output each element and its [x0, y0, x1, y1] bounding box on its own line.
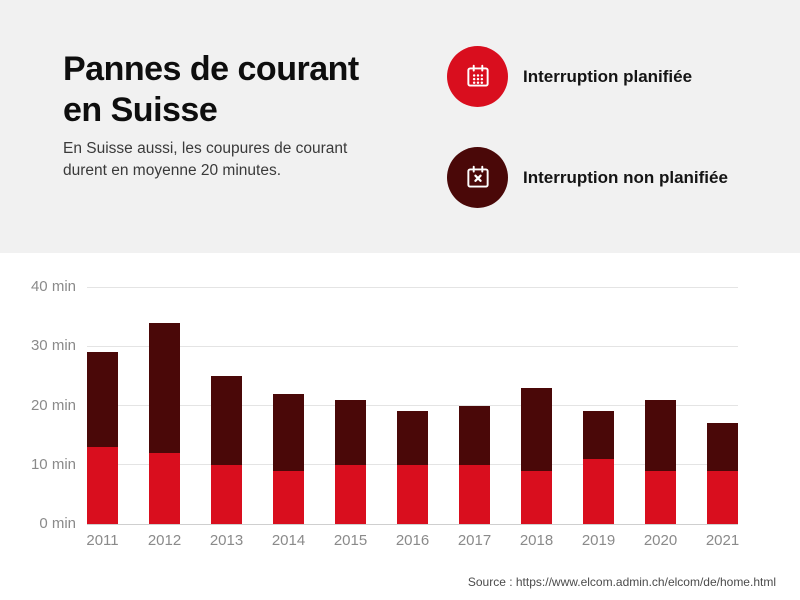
bar-2017-planned [459, 464, 490, 524]
gridline-20min [87, 405, 738, 406]
bar-2013-planned [211, 464, 242, 524]
y-tick-label-20min: 20 min [30, 396, 76, 414]
bar-2015-unplanned [335, 399, 366, 465]
bar-2018-unplanned [521, 387, 552, 471]
y-tick-label-30min: 30 min [30, 337, 76, 355]
bar-2018 [521, 387, 552, 524]
bar-2012-unplanned [149, 322, 180, 453]
page-title-line2: en Suisse [63, 91, 218, 129]
x-tick-label-2017: 2017 [457, 532, 492, 549]
bar-2012 [149, 322, 180, 524]
bar-2014 [273, 393, 304, 524]
x-tick-label-2012: 2012 [147, 532, 182, 549]
bar-2016 [397, 411, 428, 524]
bar-2013-unplanned [211, 375, 242, 465]
bar-2019-unplanned [583, 411, 614, 459]
x-tick-label-2020: 2020 [643, 532, 678, 549]
bar-2019 [583, 411, 614, 524]
bar-2021-planned [707, 470, 738, 524]
x-tick-label-2013: 2013 [209, 532, 244, 549]
bar-2011 [87, 352, 118, 524]
bar-2011-unplanned [87, 352, 118, 447]
x-tick-label-2018: 2018 [519, 532, 554, 549]
page-title: Pannes de courant en Suisse [63, 49, 393, 131]
bar-2017 [459, 405, 490, 524]
y-tick-label-0min: 0 min [39, 515, 76, 532]
legend-item-planned: Interruption planifiée [447, 46, 692, 107]
calendar-icon [447, 46, 508, 107]
legend-label-planned: Interruption planifiée [523, 66, 693, 86]
x-tick-label-2019: 2019 [581, 532, 616, 549]
bar-2018-planned [521, 470, 552, 524]
bar-2021 [707, 423, 738, 524]
bar-2020-unplanned [645, 399, 676, 471]
bar-2015-planned [335, 464, 366, 524]
bar-2017-unplanned [459, 405, 490, 465]
y-tick-label-40min: 40 min [30, 278, 76, 295]
source-text: Source : https://www.elcom.admin.ch/elco… [467, 575, 776, 589]
header-panel: Pannes de courant en Suisse En Suisse aus… [0, 0, 800, 253]
bar-2020 [645, 399, 676, 524]
bar-2019-planned [583, 458, 614, 524]
bar-2020-planned [645, 470, 676, 524]
x-tick-label-2016: 2016 [395, 532, 430, 549]
gridline-0min [87, 523, 738, 525]
x-tick-label-2015: 2015 [333, 532, 368, 549]
bar-2021-unplanned [707, 423, 738, 471]
gridline-30min [87, 345, 738, 347]
legend-item-unplanned: Interruption non planifiée [447, 147, 728, 208]
bar-2015 [335, 399, 366, 524]
bar-2011-planned [87, 446, 118, 524]
subtitle: En Suisse aussi, les coupures de courant… [63, 140, 348, 179]
calendar-x-icon [447, 147, 508, 208]
x-tick-label-2021: 2021 [705, 532, 740, 549]
title-block: Pannes de courant en Suisse En Suisse aus… [63, 49, 393, 182]
y-tick-label-10min: 10 min [30, 455, 76, 473]
bar-2013 [211, 375, 242, 524]
x-tick-label-2011: 2011 [86, 532, 119, 549]
bar-2016-planned [397, 464, 428, 524]
bar-2012-planned [149, 452, 180, 524]
bar-2016-unplanned [397, 411, 428, 465]
bar-2014-unplanned [273, 393, 304, 471]
legend-label-unplanned: Interruption non planifiée [523, 167, 728, 187]
page-title-line1: Pannes de courant [63, 50, 359, 88]
gridline-40min [87, 286, 738, 288]
bar-2014-planned [273, 470, 304, 524]
x-tick-label-2014: 2014 [271, 532, 306, 549]
